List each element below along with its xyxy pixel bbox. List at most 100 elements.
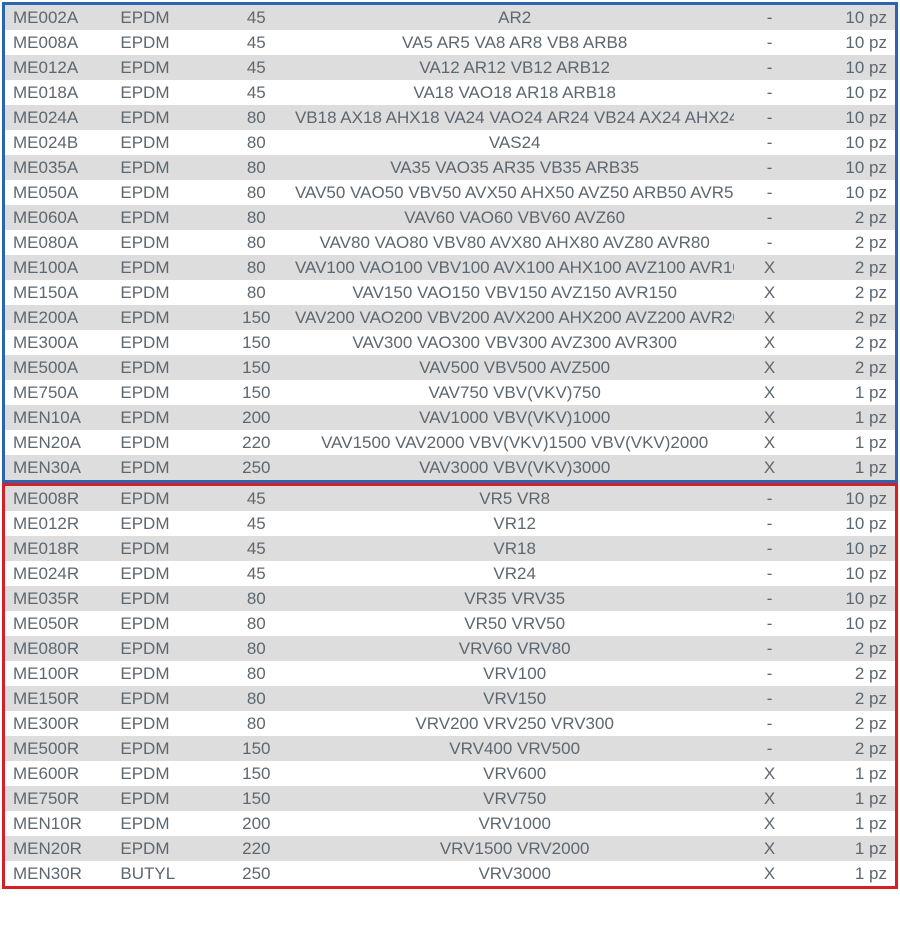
cell-mat: EPDM xyxy=(120,455,217,480)
cell-desc: VAV750 VBV(VKV)750 xyxy=(295,380,734,405)
cell-qty: 10 pz xyxy=(805,30,895,55)
cell-code: ME024B xyxy=(5,130,120,155)
cell-x: - xyxy=(734,205,804,230)
cell-x: - xyxy=(734,5,804,30)
cell-code: ME012R xyxy=(5,511,120,536)
table-row: ME600REPDM150VRV600X1 pz xyxy=(5,761,895,786)
cell-qty: 1 pz xyxy=(805,786,895,811)
cell-code: ME750R xyxy=(5,786,120,811)
cell-num: 150 xyxy=(218,355,295,380)
cell-code: MEN20R xyxy=(5,836,120,861)
cell-qty: 2 pz xyxy=(805,711,895,736)
cell-num: 150 xyxy=(218,761,295,786)
cell-num: 80 xyxy=(218,130,295,155)
cell-code: ME600R xyxy=(5,761,120,786)
cell-num: 45 xyxy=(218,561,295,586)
cell-qty: 10 pz xyxy=(805,511,895,536)
cell-num: 45 xyxy=(218,30,295,55)
cell-num: 150 xyxy=(218,786,295,811)
cell-x: X xyxy=(734,280,804,305)
cell-desc: VRV100 xyxy=(295,661,734,686)
cell-x: - xyxy=(734,80,804,105)
cell-num: 80 xyxy=(218,686,295,711)
cell-x: X xyxy=(734,330,804,355)
cell-x: X xyxy=(734,305,804,330)
cell-code: MEN30R xyxy=(5,861,120,886)
cell-code: MEN20A xyxy=(5,430,120,455)
cell-qty: 2 pz xyxy=(805,686,895,711)
cell-mat: EPDM xyxy=(120,836,217,861)
cell-num: 150 xyxy=(218,305,295,330)
cell-qty: 2 pz xyxy=(805,330,895,355)
cell-num: 80 xyxy=(218,636,295,661)
cell-desc: VRV200 VRV250 VRV300 xyxy=(295,711,734,736)
cell-mat: EPDM xyxy=(120,155,217,180)
cell-qty: 2 pz xyxy=(805,205,895,230)
cell-x: - xyxy=(734,230,804,255)
cell-code: ME060A xyxy=(5,205,120,230)
cell-code: ME200A xyxy=(5,305,120,330)
cell-num: 45 xyxy=(218,536,295,561)
cell-num: 220 xyxy=(218,836,295,861)
cell-num: 80 xyxy=(218,105,295,130)
cell-num: 150 xyxy=(218,736,295,761)
cell-num: 80 xyxy=(218,280,295,305)
cell-qty: 10 pz xyxy=(805,55,895,80)
cell-code: MEN10R xyxy=(5,811,120,836)
cell-num: 45 xyxy=(218,55,295,80)
cell-desc: VA35 VAO35 AR35 VB35 ARB35 xyxy=(295,155,734,180)
cell-desc: VA12 AR12 VB12 ARB12 xyxy=(295,55,734,80)
cell-num: 150 xyxy=(218,330,295,355)
cell-qty: 2 pz xyxy=(805,255,895,280)
cell-mat: EPDM xyxy=(120,205,217,230)
cell-mat: EPDM xyxy=(120,661,217,686)
cell-mat: EPDM xyxy=(120,130,217,155)
table-row: ME050AEPDM80VAV50 VAO50 VBV50 AVX50 AHX5… xyxy=(5,180,895,205)
cell-code: ME500A xyxy=(5,355,120,380)
cell-desc: VAV1500 VAV2000 VBV(VKV)1500 VBV(VKV)200… xyxy=(295,430,734,455)
cell-desc: VA5 AR5 VA8 AR8 VB8 ARB8 xyxy=(295,30,734,55)
cell-qty: 2 pz xyxy=(805,230,895,255)
cell-code: ME750A xyxy=(5,380,120,405)
table-row: MEN10AEPDM200VAV1000 VBV(VKV)1000X1 pz xyxy=(5,405,895,430)
cell-desc: VRV3000 xyxy=(295,861,734,886)
cell-x: - xyxy=(734,55,804,80)
cell-mat: EPDM xyxy=(120,55,217,80)
cell-x: X xyxy=(734,255,804,280)
cell-code: ME002A xyxy=(5,5,120,30)
cell-mat: EPDM xyxy=(120,686,217,711)
cell-mat: EPDM xyxy=(120,611,217,636)
cell-qty: 10 pz xyxy=(805,105,895,130)
cell-x: - xyxy=(734,486,804,511)
table-row: ME080AEPDM80VAV80 VAO80 VBV80 AVX80 AHX8… xyxy=(5,230,895,255)
table-row: ME500AEPDM150VAV500 VBV500 AVZ500X2 pz xyxy=(5,355,895,380)
table-row: ME008AEPDM45VA5 AR5 VA8 AR8 VB8 ARB8-10 … xyxy=(5,30,895,55)
cell-code: ME018A xyxy=(5,80,120,105)
cell-qty: 10 pz xyxy=(805,611,895,636)
cell-qty: 1 pz xyxy=(805,861,895,886)
cell-desc: VAV150 VAO150 VBV150 AVZ150 AVR150 xyxy=(295,280,734,305)
table-row: ME024AEPDM80VB18 AX18 AHX18 VA24 VAO24 A… xyxy=(5,105,895,130)
table-row: ME150REPDM80VRV150-2 pz xyxy=(5,686,895,711)
cell-desc: VR35 VRV35 xyxy=(295,586,734,611)
cell-num: 45 xyxy=(218,80,295,105)
cell-mat: EPDM xyxy=(120,30,217,55)
cell-code: ME500R xyxy=(5,736,120,761)
table-row: ME100AEPDM80VAV100 VAO100 VBV100 AVX100 … xyxy=(5,255,895,280)
cell-qty: 10 pz xyxy=(805,586,895,611)
cell-code: ME018R xyxy=(5,536,120,561)
cell-mat: EPDM xyxy=(120,380,217,405)
table-row: MEN10REPDM200VRV1000X1 pz xyxy=(5,811,895,836)
cell-desc: VAV50 VAO50 VBV50 AVX50 AHX50 AVZ50 ARB5… xyxy=(295,180,734,205)
table-row: ME300AEPDM150VAV300 VAO300 VBV300 AVZ300… xyxy=(5,330,895,355)
cell-qty: 1 pz xyxy=(805,811,895,836)
cell-mat: EPDM xyxy=(120,305,217,330)
cell-x: - xyxy=(734,536,804,561)
cell-x: - xyxy=(734,711,804,736)
cell-num: 45 xyxy=(218,5,295,30)
cell-qty: 10 pz xyxy=(805,80,895,105)
cell-qty: 2 pz xyxy=(805,280,895,305)
parts-table: ME002AEPDM45AR2-10 pzME008AEPDM45VA5 AR5… xyxy=(5,5,895,480)
cell-x: - xyxy=(734,661,804,686)
cell-qty: 1 pz xyxy=(805,455,895,480)
